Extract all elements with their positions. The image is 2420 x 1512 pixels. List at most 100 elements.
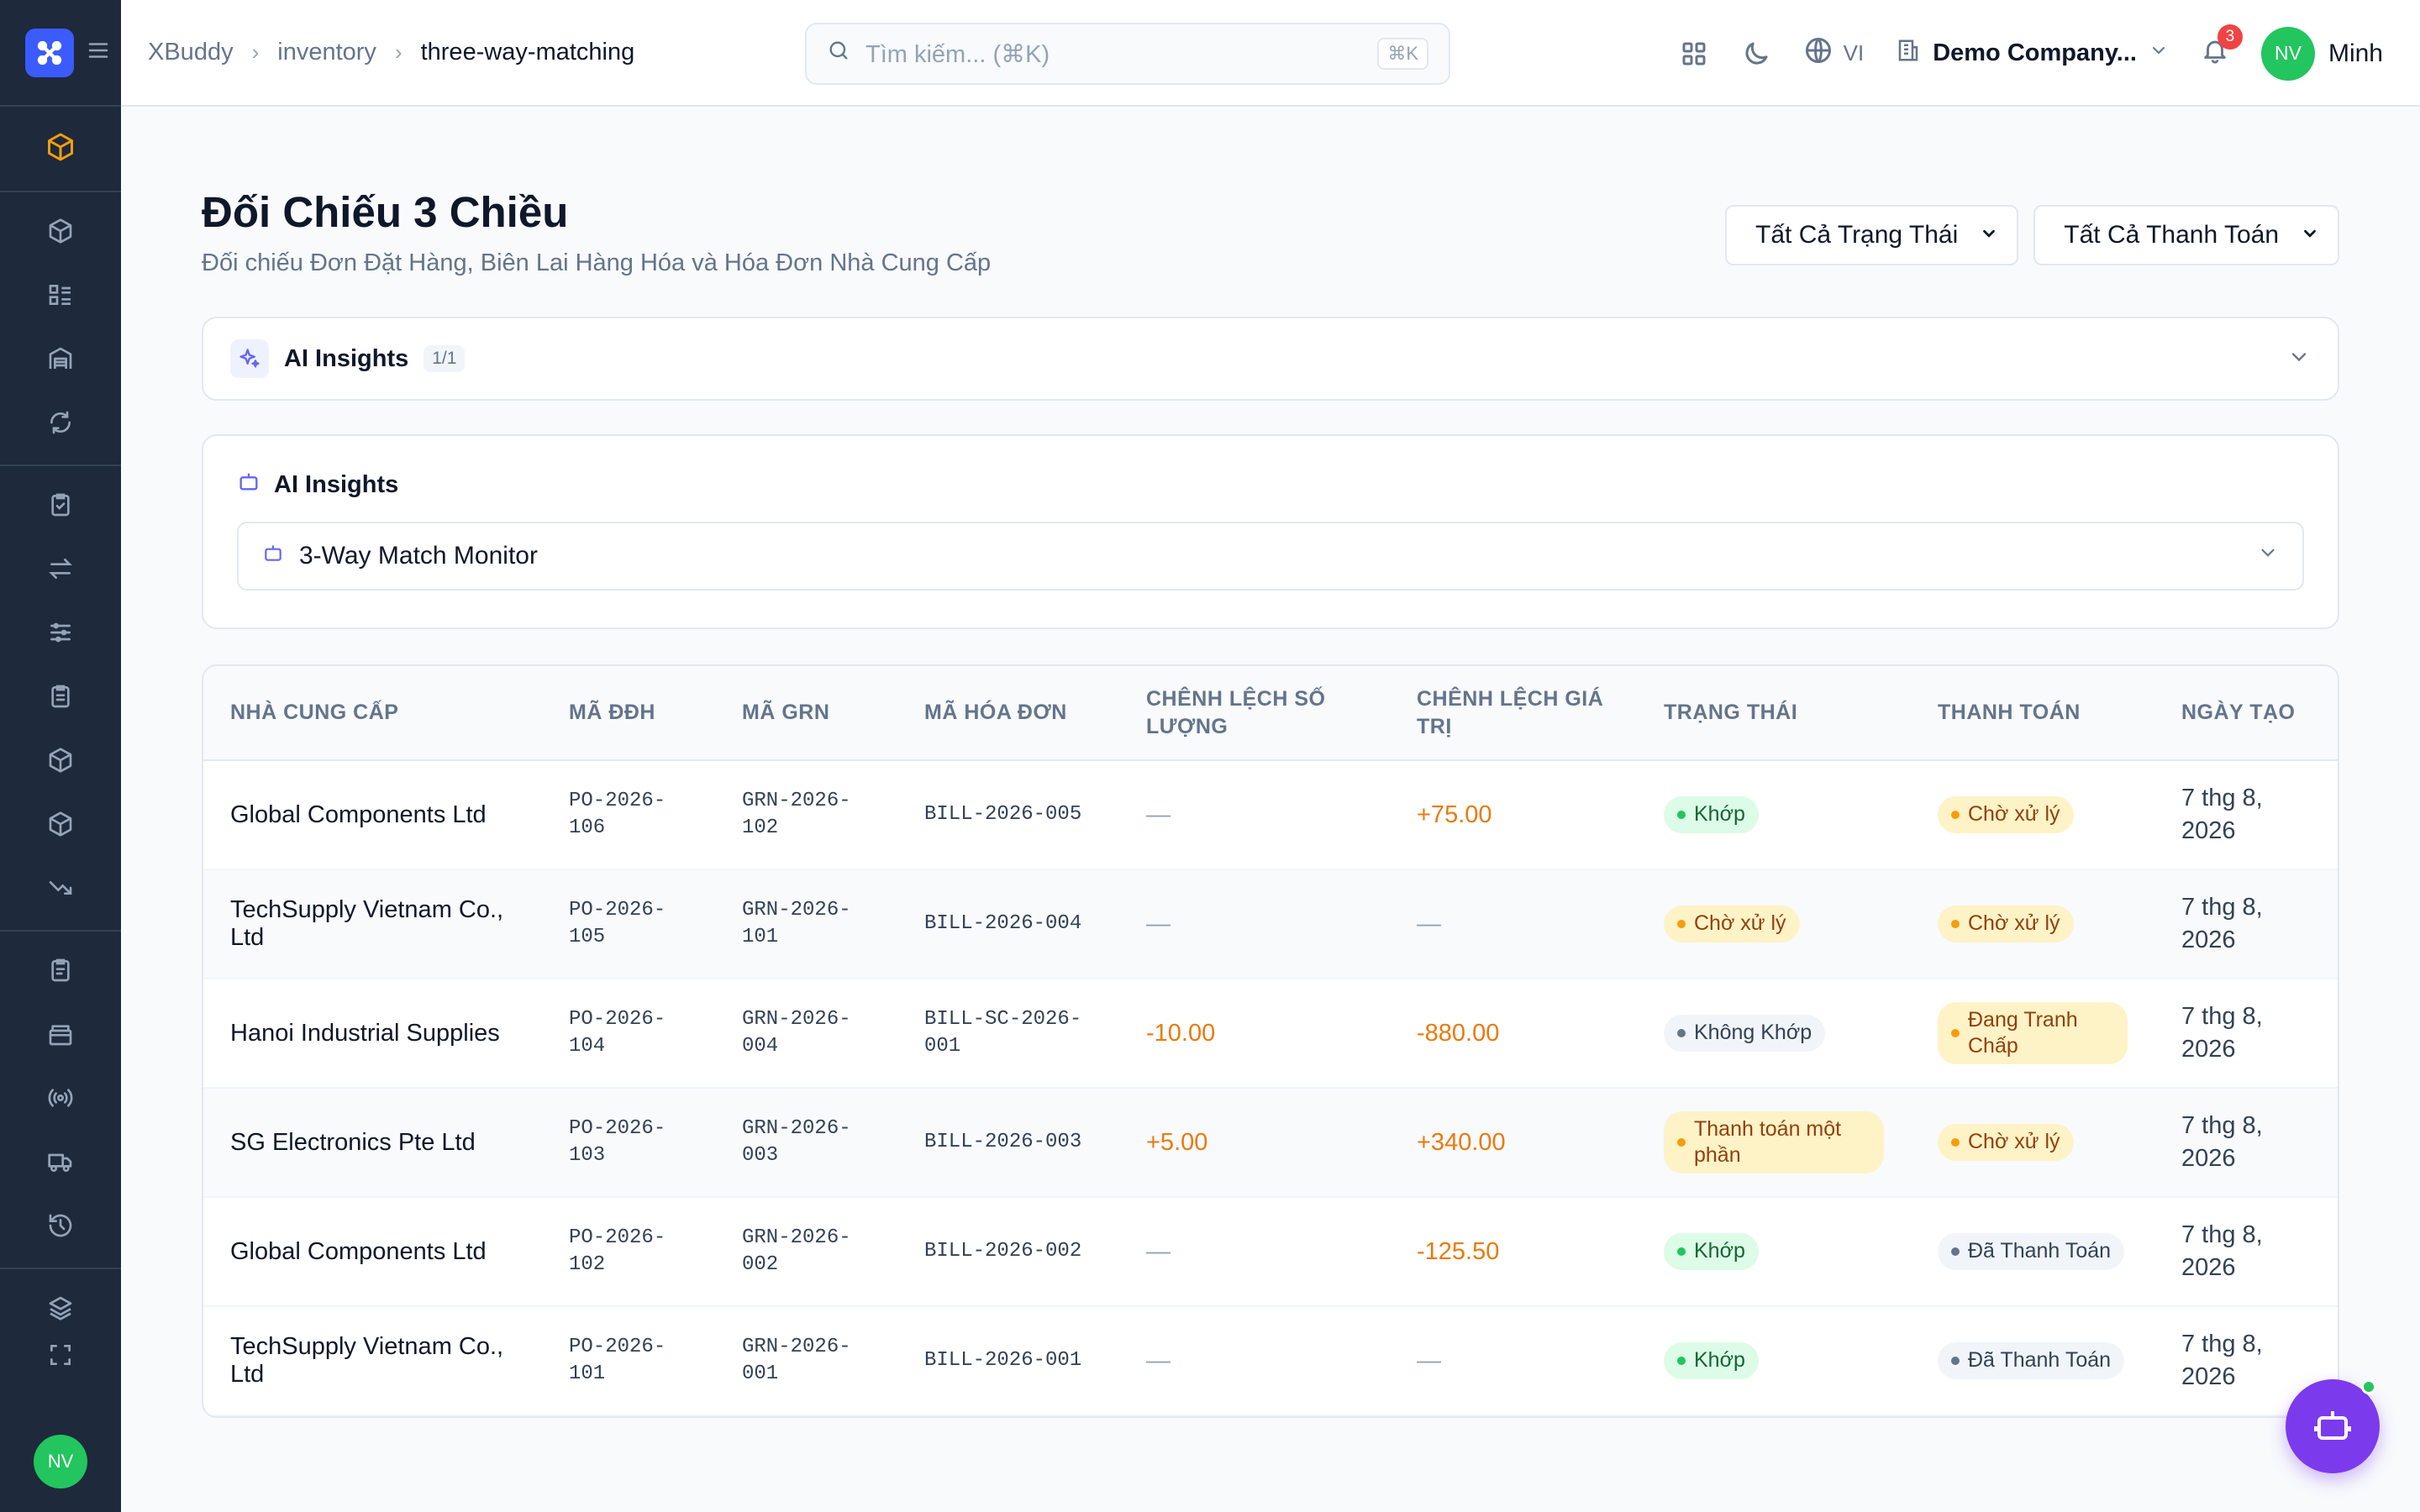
building-icon	[1896, 38, 1921, 70]
status-filter-value: Tất Cả Trạng Thái	[1755, 221, 1959, 249]
sidebar-item-products[interactable]	[0, 201, 121, 265]
history-icon	[47, 1212, 74, 1243]
payment-filter-select[interactable]: Tất Cả Thanh Toán	[2033, 205, 2339, 265]
sidebar-item-sync[interactable]	[0, 392, 121, 456]
ai-insights-card-title: AI Insights	[274, 470, 399, 498]
sidebar-item-history[interactable]	[0, 1195, 121, 1259]
column-header-po[interactable]: MÃ ĐĐH	[542, 666, 715, 761]
breadcrumb-root[interactable]: XBuddy	[148, 39, 234, 66]
bill-cell: BILL-2026-004	[897, 869, 1119, 979]
grn-cell: GRN-2026-102	[715, 760, 897, 870]
sidebar-item-scan[interactable]	[0, 1341, 121, 1375]
match-monitor-item[interactable]: 3-Way Match Monitor	[237, 522, 2304, 591]
layers-icon	[47, 1294, 74, 1326]
sidebar-item-layers[interactable]	[0, 1278, 121, 1341]
table-row[interactable]: Global Components Ltd PO-2026-102 GRN-20…	[203, 1197, 2338, 1307]
column-header-qty-diff[interactable]: CHÊNH LỆCH SỐ LƯỢNG	[1119, 666, 1390, 761]
table-row[interactable]: TechSupply Vietnam Co., Ltd PO-2026-105 …	[203, 869, 2338, 979]
column-header-supplier[interactable]: NHÀ CUNG CẤP	[203, 666, 542, 761]
chevron-down-icon	[2287, 345, 2311, 373]
app-logo[interactable]	[25, 28, 74, 77]
column-header-payment[interactable]: THANH TOÁN	[1911, 666, 2154, 761]
column-header-bill[interactable]: MÃ HÓA ĐƠN	[897, 666, 1119, 761]
sidebar: NV	[0, 0, 121, 1512]
status-cell: Chờ xử lý	[1637, 869, 1911, 979]
grn-cell: GRN-2026-101	[715, 869, 897, 979]
sidebar-item-checklist[interactable]	[0, 475, 121, 538]
po-cell: PO-2026-106	[542, 760, 715, 870]
column-header-grn[interactable]: MÃ GRN	[715, 666, 897, 761]
moon-icon[interactable]	[1741, 39, 1771, 69]
sidebar-item-bundles[interactable]	[0, 794, 121, 858]
sidebar-item-transfer[interactable]	[0, 538, 121, 602]
sidebar-section-4	[0, 1269, 121, 1383]
payment-cell: Chờ xử lý	[1911, 869, 2154, 979]
column-header-date[interactable]: NGÀY TẠO	[2154, 666, 2338, 761]
po-cell: PO-2026-105	[542, 869, 715, 979]
language-label: VI	[1843, 40, 1865, 66]
sidebar-item-adjust[interactable]	[0, 602, 121, 666]
user-menu[interactable]: NV Minh	[2260, 26, 2383, 81]
po-cell: PO-2026-103	[542, 1088, 715, 1198]
value-diff-cell: -125.50	[1390, 1197, 1637, 1307]
qty-diff-cell: —	[1119, 1306, 1390, 1416]
po-cell: PO-2026-104	[542, 979, 715, 1089]
breadcrumb-inventory[interactable]: inventory	[277, 39, 376, 66]
sidebar-section-2	[0, 466, 121, 932]
qty-diff-cell: —	[1119, 869, 1390, 979]
sidebar-item-store[interactable]	[0, 1004, 121, 1068]
po-cell: PO-2026-102	[542, 1197, 715, 1307]
sidebar-section-top	[0, 107, 121, 192]
sidebar-item-inventory[interactable]	[0, 107, 121, 191]
sidebar-section-1	[0, 192, 121, 466]
ai-insights-label: AI Insights	[284, 344, 409, 372]
notifications-button[interactable]: 3	[2201, 24, 2243, 71]
sidebar-item-list[interactable]	[0, 265, 121, 328]
supplier-cell: TechSupply Vietnam Co., Ltd	[203, 1306, 542, 1416]
grn-cell: GRN-2026-002	[715, 1197, 897, 1307]
column-header-value-diff[interactable]: CHÊNH LỆCH GIÁ TRỊ	[1390, 666, 1637, 761]
avatar: NV	[2260, 26, 2315, 81]
sidebar-item-trends[interactable]	[0, 858, 121, 921]
payment-badge: Chờ xử lý	[1938, 906, 2074, 942]
clipboard-icon	[47, 957, 74, 988]
sidebar-item-orders[interactable]	[0, 940, 121, 1004]
match-monitor-label: 3-Way Match Monitor	[299, 542, 538, 570]
notification-badge: 3	[2217, 24, 2243, 50]
sidebar-item-broadcast[interactable]	[0, 1068, 121, 1131]
search-input[interactable]: Tìm kiếm... (⌘K) ⌘K	[805, 23, 1450, 85]
status-cell: Không Khớp	[1637, 979, 1911, 1089]
sidebar-avatar[interactable]: NV	[34, 1435, 87, 1488]
bill-cell: BILL-SC-2026-001	[897, 979, 1119, 1089]
ai-insights-collapsible[interactable]: AI Insights 1/1	[202, 317, 2339, 401]
date-cell: 7 thg 8, 2026	[2154, 869, 2338, 979]
table-row[interactable]: TechSupply Vietnam Co., Ltd PO-2026-101 …	[203, 1306, 2338, 1416]
column-header-status[interactable]: TRẠNG THÁI	[1637, 666, 1911, 761]
payment-cell: Đã Thanh Toán	[1911, 1306, 2154, 1416]
table-row[interactable]: Hanoi Industrial Supplies PO-2026-104 GR…	[203, 979, 2338, 1089]
sidebar-item-reports[interactable]	[0, 666, 121, 730]
warehouse-icon	[47, 345, 74, 376]
payment-badge: Đang Tranh Chấp	[1938, 1001, 2128, 1065]
value-diff-cell: -880.00	[1390, 979, 1637, 1089]
robot-icon	[262, 542, 284, 570]
table-row[interactable]: SG Electronics Pte Ltd PO-2026-103 GRN-2…	[203, 1088, 2338, 1198]
table-row[interactable]: Global Components Ltd PO-2026-106 GRN-20…	[203, 760, 2338, 870]
box-icon	[47, 218, 74, 249]
bill-cell: BILL-2026-002	[897, 1197, 1119, 1307]
apps-grid-icon[interactable]	[1679, 39, 1709, 69]
language-switcher[interactable]: VI	[1803, 35, 1865, 71]
breadcrumb-current: three-way-matching	[420, 39, 635, 66]
cube-outline-icon	[47, 811, 74, 842]
hamburger-menu-icon[interactable]	[86, 38, 111, 67]
ai-assistant-button[interactable]	[2286, 1379, 2380, 1473]
status-filter-select[interactable]: Tất Cả Trạng Thái	[1725, 205, 2019, 265]
online-status-dot	[2361, 1379, 2376, 1394]
sidebar-item-warehouse[interactable]	[0, 328, 121, 392]
status-badge: Chờ xử lý	[1664, 906, 1800, 942]
company-selector[interactable]: Demo Company...	[1896, 38, 2169, 70]
sidebar-item-packages[interactable]	[0, 730, 121, 794]
chevron-right-icon: ›	[251, 39, 260, 65]
ai-insights-count: 1/1	[424, 345, 466, 372]
sidebar-item-delivery[interactable]	[0, 1131, 121, 1195]
